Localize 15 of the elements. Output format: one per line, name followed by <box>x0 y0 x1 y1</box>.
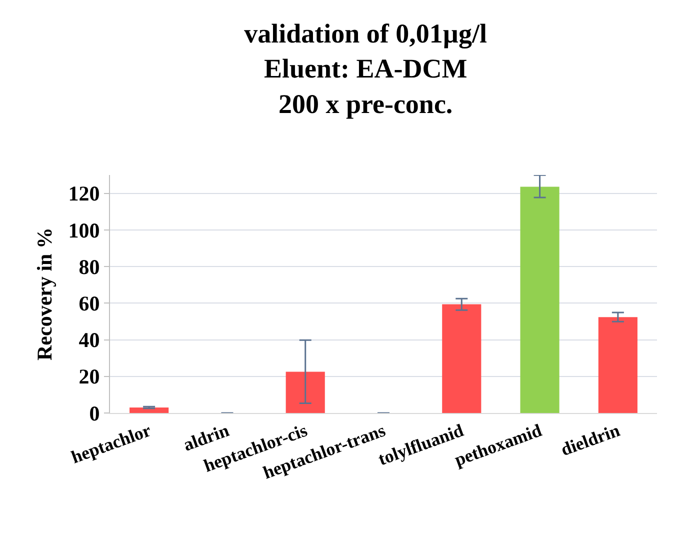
y-tick-label: 40 <box>78 328 100 352</box>
bar <box>286 372 325 413</box>
y-tick-label: 100 <box>68 218 100 242</box>
y-tick-label: 0 <box>89 401 100 426</box>
bar <box>442 304 482 413</box>
y-tick-label: 20 <box>78 364 100 389</box>
y-tick-label: 120 <box>68 182 100 206</box>
bar <box>130 408 169 413</box>
chart-title: validation of 0,01µg/l Eluent: EA-DCM 200 x pre-conc. <box>244 18 488 119</box>
y-axis-title: Recovery in % <box>32 228 56 360</box>
y-tick-label: 80 <box>78 254 100 279</box>
y-tick-label: 60 <box>78 292 100 316</box>
bar <box>520 186 560 413</box>
x-tick-label: dieldrin <box>558 420 622 460</box>
bar <box>598 317 638 413</box>
